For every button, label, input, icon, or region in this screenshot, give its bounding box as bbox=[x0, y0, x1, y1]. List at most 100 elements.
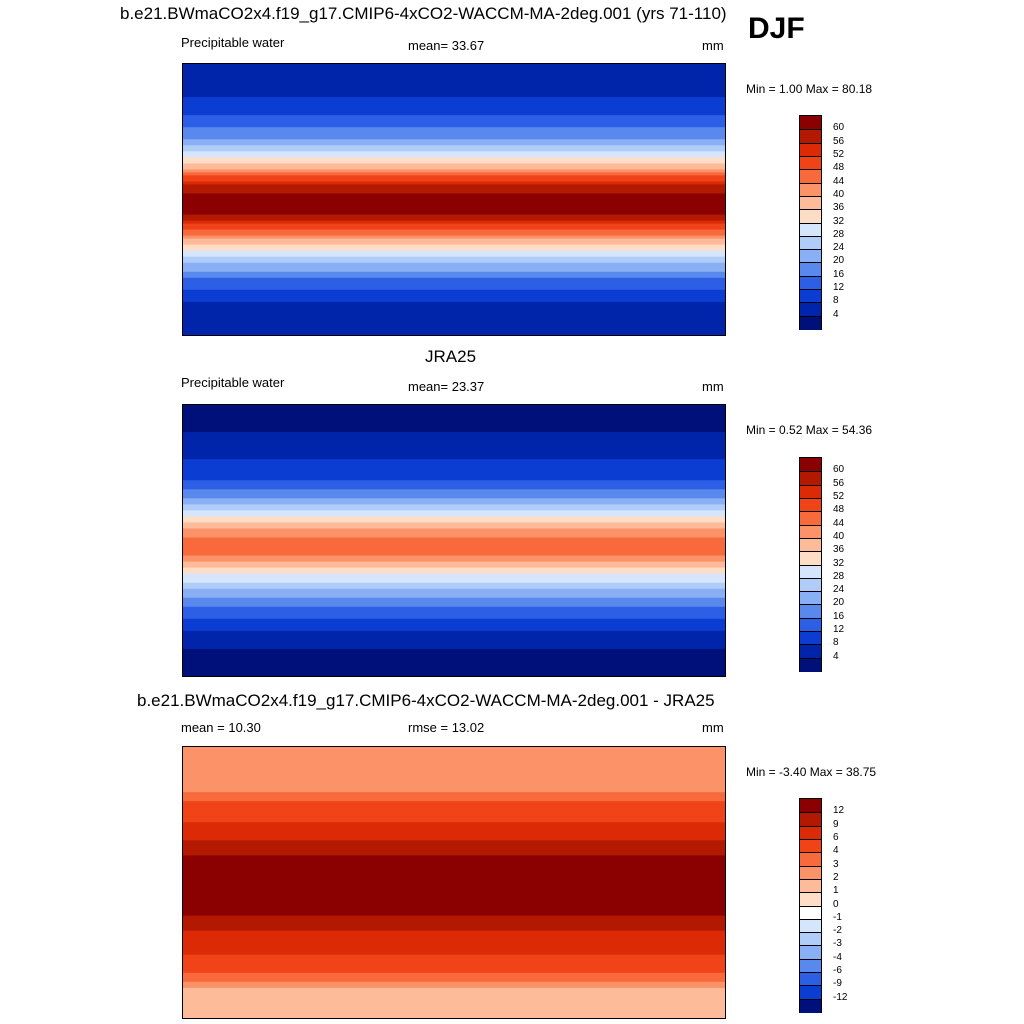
field-band bbox=[183, 447, 725, 451]
field-band bbox=[183, 879, 725, 884]
field-band bbox=[183, 106, 725, 110]
field-band bbox=[183, 232, 725, 237]
field-band bbox=[183, 516, 725, 521]
colorbar-tick-label: 9 bbox=[833, 818, 839, 830]
panel-2-title: JRA25 bbox=[425, 347, 477, 366]
field-band bbox=[183, 507, 725, 511]
panel-3-minmax-label: Min = -3.40 Max = 38.75 bbox=[746, 765, 877, 779]
field-band bbox=[183, 130, 725, 134]
field-band bbox=[183, 867, 725, 872]
field-band bbox=[183, 747, 725, 751]
panel-1-map bbox=[182, 63, 726, 336]
colorbar-swatch bbox=[800, 878, 821, 894]
field-band bbox=[183, 265, 725, 270]
field-band bbox=[183, 636, 725, 641]
field-band bbox=[183, 804, 725, 808]
field-band bbox=[183, 984, 725, 989]
colorbar-tick-label: 28 bbox=[833, 570, 845, 582]
field-band bbox=[183, 819, 725, 823]
field-band bbox=[183, 939, 725, 944]
colorbar-tick-label: 32 bbox=[833, 215, 845, 227]
field-band bbox=[183, 954, 725, 959]
field-band bbox=[183, 657, 725, 662]
colorbar-tick-label: -4 bbox=[833, 951, 842, 963]
colorbar-swatch bbox=[800, 484, 821, 499]
field-band bbox=[183, 540, 725, 545]
field-band bbox=[183, 813, 725, 817]
colorbar-tick-label: 56 bbox=[833, 135, 845, 147]
field-band bbox=[183, 642, 725, 647]
colorbar-swatch bbox=[800, 604, 821, 619]
field-band bbox=[183, 471, 725, 475]
colorbar-swatch bbox=[800, 511, 821, 526]
field-band bbox=[183, 429, 725, 433]
field-band bbox=[183, 537, 725, 542]
field-band bbox=[183, 900, 725, 905]
panel-1-units-label: mm bbox=[702, 38, 724, 53]
field-band bbox=[183, 316, 725, 321]
field-band bbox=[183, 894, 725, 899]
field-band bbox=[183, 187, 725, 192]
field-band bbox=[183, 169, 725, 173]
colorbar-swatch bbox=[800, 458, 821, 473]
field-band bbox=[183, 915, 725, 920]
field-band bbox=[183, 262, 725, 267]
colorbar-swatch bbox=[800, 129, 821, 144]
field-band bbox=[183, 441, 725, 445]
field-band bbox=[183, 160, 725, 164]
colorbar-tick-label: 52 bbox=[833, 490, 845, 502]
field-band bbox=[183, 426, 725, 430]
field-band bbox=[183, 768, 725, 772]
field-band bbox=[183, 139, 725, 143]
colorbar-tick-label: 36 bbox=[833, 544, 845, 556]
colorbar-tick-label: 40 bbox=[833, 530, 845, 542]
field-band bbox=[183, 328, 725, 333]
field-band bbox=[183, 870, 725, 875]
field-band bbox=[183, 286, 725, 291]
field-band bbox=[183, 789, 725, 793]
field-band bbox=[183, 1011, 725, 1016]
field-band bbox=[183, 235, 725, 240]
field-band bbox=[183, 184, 725, 189]
field-band bbox=[183, 498, 725, 502]
field-band bbox=[183, 645, 725, 650]
colorbar-tick-label: 24 bbox=[833, 242, 845, 254]
field-band bbox=[183, 211, 725, 216]
field-band bbox=[183, 849, 725, 853]
field-band bbox=[183, 876, 725, 881]
colorbar-tick-label: 12 bbox=[833, 282, 845, 294]
field-band bbox=[183, 325, 725, 330]
field-band bbox=[183, 774, 725, 778]
field-band bbox=[183, 298, 725, 303]
field-band bbox=[183, 480, 725, 484]
field-band bbox=[183, 534, 725, 539]
colorbar-swatch bbox=[800, 799, 821, 814]
field-band bbox=[183, 214, 725, 219]
field-band bbox=[183, 618, 725, 623]
field-band bbox=[183, 244, 725, 249]
field-band bbox=[183, 846, 725, 850]
field-band bbox=[183, 948, 725, 953]
field-band bbox=[183, 250, 725, 255]
field-band bbox=[183, 274, 725, 279]
field-band bbox=[183, 148, 725, 152]
field-band bbox=[183, 654, 725, 659]
field-band bbox=[183, 283, 725, 288]
field-band bbox=[183, 331, 725, 335]
field-band bbox=[183, 1008, 725, 1013]
field-band bbox=[183, 924, 725, 929]
field-band bbox=[183, 295, 725, 300]
field-band bbox=[183, 831, 725, 835]
field-band bbox=[183, 85, 725, 89]
field-band bbox=[183, 987, 725, 992]
field-band bbox=[183, 765, 725, 769]
field-band bbox=[183, 858, 725, 863]
colorbar-tick-label: 56 bbox=[833, 477, 845, 489]
field-band bbox=[183, 489, 725, 493]
field-band bbox=[183, 897, 725, 902]
field-band bbox=[183, 651, 725, 656]
field-band bbox=[183, 495, 725, 499]
field-band bbox=[183, 615, 725, 620]
field-band bbox=[183, 205, 725, 210]
colorbar-tick-label: 52 bbox=[833, 148, 845, 160]
